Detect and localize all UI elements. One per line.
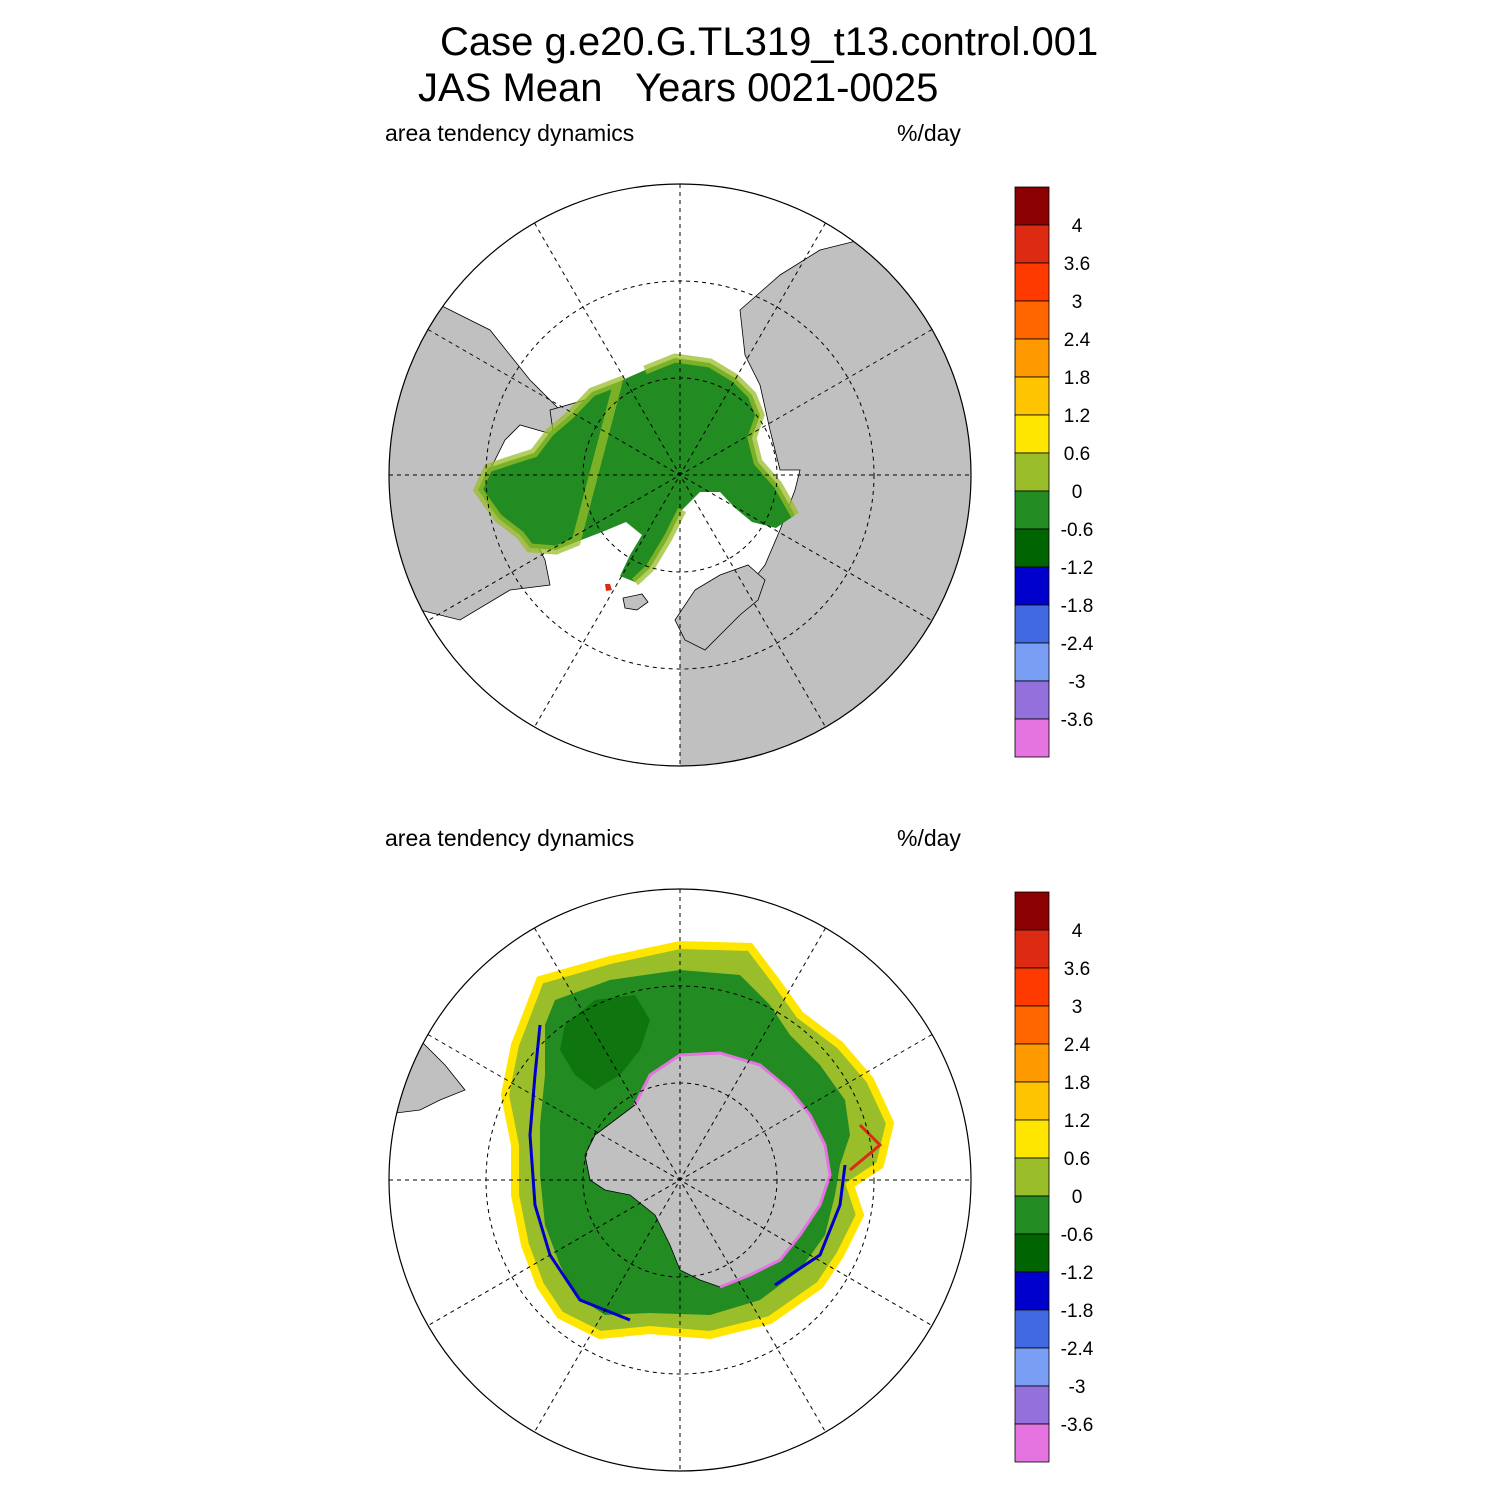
south-colorbar-tick-label: -2.4 xyxy=(1061,1339,1094,1360)
north-colorbar-tick-label: -3.6 xyxy=(1061,710,1094,731)
panel-south-units-label: %/day xyxy=(897,825,961,851)
north-colorbar: 4 3.6 3 2.4 1.8 1.2 0.6 0 -0.6 -1.2 -1.8 -2.4 -3 -3.6 xyxy=(1014,186,1094,758)
panel-north-units-label: %/day xyxy=(897,120,961,146)
south-colorbar-tick-label: -1.8 xyxy=(1061,1301,1094,1322)
south-colorbar-box xyxy=(1014,1385,1050,1425)
north-ice-edge-red xyxy=(605,584,612,591)
north-colorbar-box xyxy=(1014,414,1050,454)
south-colorbar-tick-label: 0.6 xyxy=(1064,1149,1090,1170)
north-land-scandinavia xyxy=(674,564,766,651)
figure-title-line1: Case g.e20.G.TL319_t13.control.001 xyxy=(440,20,1099,64)
north-colorbar-tick-label: -1.8 xyxy=(1061,596,1094,617)
north-colorbar-box xyxy=(1014,566,1050,606)
figure-title-line2: JAS Mean Years 0021-0025 xyxy=(418,66,939,110)
south-colorbar-tick-label: -3.6 xyxy=(1061,1415,1094,1436)
north-map-boundary xyxy=(388,183,972,767)
north-colorbar-tick-label: -1.2 xyxy=(1061,558,1094,579)
south-colorbar-box xyxy=(1014,967,1050,1007)
south-colorbar-tick-label: 2.4 xyxy=(1064,1035,1091,1056)
north-polar-map xyxy=(388,183,972,767)
south-colorbar-box xyxy=(1014,1233,1050,1273)
north-colorbar-tick-label: -0.6 xyxy=(1061,520,1094,541)
south-colorbar-box xyxy=(1014,1081,1050,1121)
south-ice-shelf xyxy=(633,1051,832,1289)
north-colorbar-tick-label: 2.4 xyxy=(1064,330,1091,351)
north-colorbar-tick-label: 3 xyxy=(1072,292,1083,313)
north-sea-ice-edge xyxy=(472,353,799,586)
north-colorbar-tick-label: 0 xyxy=(1072,482,1083,503)
south-colorbar-tick-label: -3 xyxy=(1069,1377,1086,1398)
north-colorbar-box xyxy=(1014,224,1050,264)
south-colorbar-box xyxy=(1014,1119,1050,1159)
north-colorbar-box xyxy=(1014,452,1050,492)
north-colorbar-box xyxy=(1014,262,1050,302)
north-colorbar-tick-label: 0.6 xyxy=(1064,444,1090,465)
north-colorbar-box xyxy=(1014,376,1050,416)
north-colorbar-box xyxy=(1014,718,1050,758)
north-colorbar-box xyxy=(1014,490,1050,530)
north-colorbar-box xyxy=(1014,300,1050,340)
south-polar-map xyxy=(388,888,972,1472)
south-colorbar-box xyxy=(1014,1423,1050,1463)
north-colorbar-tick-label: 4 xyxy=(1072,216,1083,237)
south-colorbar-box xyxy=(1014,891,1050,931)
north-graticule xyxy=(389,184,971,766)
south-colorbar-box xyxy=(1014,1309,1050,1349)
south-colorbar-box xyxy=(1014,1157,1050,1197)
north-colorbar-box xyxy=(1014,642,1050,682)
north-sea-ice xyxy=(478,358,795,582)
north-land-iceland xyxy=(622,593,649,611)
south-colorbar: 4 3.6 3 2.4 1.8 1.2 0.6 0 -0.6 -1.2 -1.8 -2.4 -3 -3.6 xyxy=(1014,891,1094,1463)
south-colorbar-tick-label: 4 xyxy=(1072,921,1083,942)
north-colorbar-box xyxy=(1014,604,1050,644)
south-sea-ice-dark xyxy=(560,995,650,1090)
south-colorbar-box xyxy=(1014,1043,1050,1083)
south-edge-red xyxy=(849,1123,883,1172)
south-colorbar-tick-label: 1.2 xyxy=(1064,1111,1090,1132)
south-graticule xyxy=(389,889,971,1471)
north-colorbar-tick-label: -2.4 xyxy=(1061,634,1094,655)
north-land-greenland xyxy=(550,535,680,766)
south-colorbar-box xyxy=(1014,1347,1050,1387)
north-colorbar-tick-label: 3.6 xyxy=(1064,254,1090,275)
south-edge-blue xyxy=(528,1024,847,1322)
south-colorbar-tick-label: 3.6 xyxy=(1064,959,1090,980)
panel-north-left-label: area tendency dynamics xyxy=(385,120,635,146)
south-colorbar-tick-label: 1.8 xyxy=(1064,1073,1090,1094)
south-colorbar-tick-label: -1.2 xyxy=(1061,1263,1094,1284)
north-colorbar-tick-label: 1.8 xyxy=(1064,368,1090,389)
south-colorbar-box xyxy=(1014,1271,1050,1311)
south-colorbar-tick-label: 0 xyxy=(1072,1187,1083,1208)
north-colorbar-tick-label: 1.2 xyxy=(1064,406,1090,427)
south-colorbar-box xyxy=(1014,1005,1050,1045)
north-colorbar-box xyxy=(1014,680,1050,720)
north-colorbar-tick-label: -3 xyxy=(1069,672,1086,693)
south-colorbar-box xyxy=(1014,929,1050,969)
north-colorbar-box xyxy=(1014,186,1050,226)
north-colorbar-box xyxy=(1014,338,1050,378)
panel-south-left-label: area tendency dynamics xyxy=(385,825,635,851)
north-colorbar-box xyxy=(1014,528,1050,568)
south-colorbar-tick-label: -0.6 xyxy=(1061,1225,1094,1246)
south-colorbar-tick-label: 3 xyxy=(1072,997,1083,1018)
south-colorbar-box xyxy=(1014,1195,1050,1235)
south-map-boundary xyxy=(388,888,972,1472)
